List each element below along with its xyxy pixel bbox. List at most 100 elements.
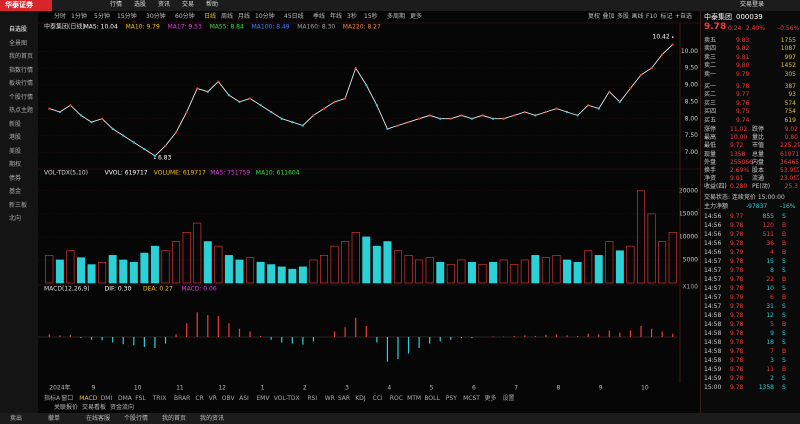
indicator-tab[interactable]: PSY <box>445 395 457 402</box>
trade-side: S <box>782 303 786 310</box>
trade-side: S <box>782 375 786 382</box>
sidebar-item[interactable]: 债券 <box>9 174 22 182</box>
stat-label: 量比 <box>752 134 765 142</box>
status-item[interactable]: 我的首页 <box>162 415 187 422</box>
menu-item[interactable]: 帮助 <box>206 1 219 8</box>
tool[interactable]: F10 <box>646 13 658 20</box>
period-tab[interactable]: 分时 <box>54 13 67 20</box>
sidebar-item[interactable]: 自选股 <box>9 26 28 33</box>
indicator-tab[interactable]: KDJ <box>355 395 366 402</box>
status-item[interactable]: 卖出 <box>10 415 23 422</box>
macd-bar <box>587 333 589 337</box>
period-tab[interactable]: 月线 <box>238 13 251 20</box>
period-tab[interactable]: 季线 <box>313 13 326 20</box>
indicator-tab[interactable]: 设置 <box>502 395 515 402</box>
sidebar-item[interactable]: 个股行情 <box>9 93 34 101</box>
trade-volume: 120 <box>762 222 774 229</box>
tool[interactable]: 叠加 <box>602 13 615 20</box>
price-point <box>248 97 252 100</box>
indicator-tab[interactable]: MACD <box>79 395 98 402</box>
indicator-tab[interactable]: CCI <box>372 395 383 402</box>
bottom-tab[interactable]: 关联报价 <box>54 404 79 411</box>
indicator-tab[interactable]: MTM <box>407 395 422 402</box>
period-tab[interactable]: 日线 <box>204 13 217 20</box>
sidebar-item[interactable]: 港股 <box>9 134 22 141</box>
period-tab[interactable]: 60分钟 <box>175 13 195 20</box>
indicator-tab[interactable]: ROC <box>389 395 403 402</box>
indicator-tab[interactable]: 窗口 <box>61 395 74 402</box>
status-item[interactable]: 我的资讯 <box>200 415 225 422</box>
price-point <box>153 154 157 157</box>
trade-side: B <box>782 231 787 238</box>
period-tab[interactable]: 15分钟 <box>117 13 137 20</box>
sidebar-item[interactable]: 期权 <box>9 161 22 168</box>
book-volume: 1452 <box>780 62 796 70</box>
indicator-tab[interactable]: VOL-TDX <box>273 395 300 402</box>
annotation: 6.83 <box>158 155 172 162</box>
indicator-tab[interactable]: 更多 <box>484 395 497 402</box>
bottom-tab[interactable]: 资金流向 <box>110 404 135 411</box>
period-tab[interactable]: 3秒 <box>347 13 357 20</box>
status-item[interactable]: 个股行情 <box>124 415 149 422</box>
indicator-tab[interactable]: FSL <box>135 395 146 402</box>
indicator-tab[interactable]: EMV <box>256 395 270 402</box>
sidebar-item[interactable]: 全景图 <box>9 39 28 47</box>
trade-volume: 4 <box>770 249 774 256</box>
tool[interactable]: +自选 <box>675 13 693 20</box>
period-tab[interactable]: 更多 <box>410 13 423 20</box>
tool[interactable]: 复权 <box>588 13 601 20</box>
sidebar-item[interactable]: 板块行情 <box>9 80 34 87</box>
period-tab[interactable]: 周线 <box>221 13 234 20</box>
menu-item[interactable]: 资讯 <box>158 1 171 8</box>
macd-bar <box>545 334 547 337</box>
tool[interactable]: 多股 <box>617 13 630 20</box>
price-point <box>90 121 93 124</box>
sidebar-item[interactable]: 北向 <box>9 215 22 222</box>
volume-bar <box>520 259 529 284</box>
indicator-tab[interactable]: MCST <box>463 395 480 402</box>
menu-item[interactable]: 选股 <box>134 1 147 8</box>
indicator-tab[interactable]: BOLL <box>424 395 440 402</box>
period-tab[interactable]: 30分钟 <box>146 13 166 20</box>
tool[interactable]: 标记 <box>660 13 673 20</box>
indicator-tab[interactable]: DMA <box>118 395 132 402</box>
indicator-tab[interactable]: SAR <box>337 395 351 402</box>
indicator-tab[interactable]: OBV <box>221 395 235 402</box>
indicator-tab[interactable]: VR <box>208 395 217 402</box>
price-point <box>513 114 516 117</box>
sidebar-item[interactable]: 新股 <box>9 120 22 128</box>
period-tab[interactable]: 45日线 <box>284 13 304 20</box>
period-tab[interactable]: 多周期 <box>387 13 406 20</box>
volume-bar <box>172 241 181 284</box>
sidebar-item[interactable]: 热点主题 <box>9 107 34 114</box>
indicator-tab[interactable]: WR <box>324 395 335 402</box>
sidebar-item[interactable]: 新三板 <box>9 201 28 209</box>
volume-bar <box>489 261 498 284</box>
pct: 2.40% <box>746 25 766 32</box>
period-tab[interactable]: 15秒 <box>364 13 378 20</box>
indicator-tab[interactable]: 指标A <box>44 395 61 402</box>
indicator-tab[interactable]: RSI <box>307 395 318 402</box>
period-tab[interactable]: 年线 <box>330 13 343 20</box>
indicator-tab[interactable]: DMI <box>100 395 113 402</box>
login[interactable]: 交易登录 <box>740 1 765 8</box>
sidebar-item[interactable]: 基金 <box>9 188 22 195</box>
trade-volume: 7 <box>770 348 774 355</box>
indicator-tab[interactable]: CR <box>195 395 204 402</box>
indicator-tab[interactable]: ASI <box>239 395 249 402</box>
indicator-tab[interactable]: BRAR <box>174 395 191 402</box>
status-item[interactable]: 在线客服 <box>86 415 111 422</box>
sidebar-item[interactable]: 指数行情 <box>9 66 34 74</box>
tool[interactable]: 画线 <box>631 13 644 20</box>
volume-bar <box>637 190 646 284</box>
bottom-tab[interactable]: 交易看板 <box>82 404 107 411</box>
period-tab[interactable]: 10分钟 <box>255 13 275 20</box>
indicator-tab[interactable]: TRIX <box>152 395 167 402</box>
menu-item[interactable]: 交易 <box>182 1 195 8</box>
period-tab[interactable]: 5分钟 <box>94 13 110 20</box>
sidebar-item[interactable]: 我的首页 <box>9 53 34 60</box>
period-tab[interactable]: 1分钟 <box>71 13 87 20</box>
status-item[interactable]: 撤单 <box>48 415 61 422</box>
menu-item[interactable]: 行情 <box>110 1 123 8</box>
sidebar-item[interactable]: 美股 <box>9 147 22 155</box>
